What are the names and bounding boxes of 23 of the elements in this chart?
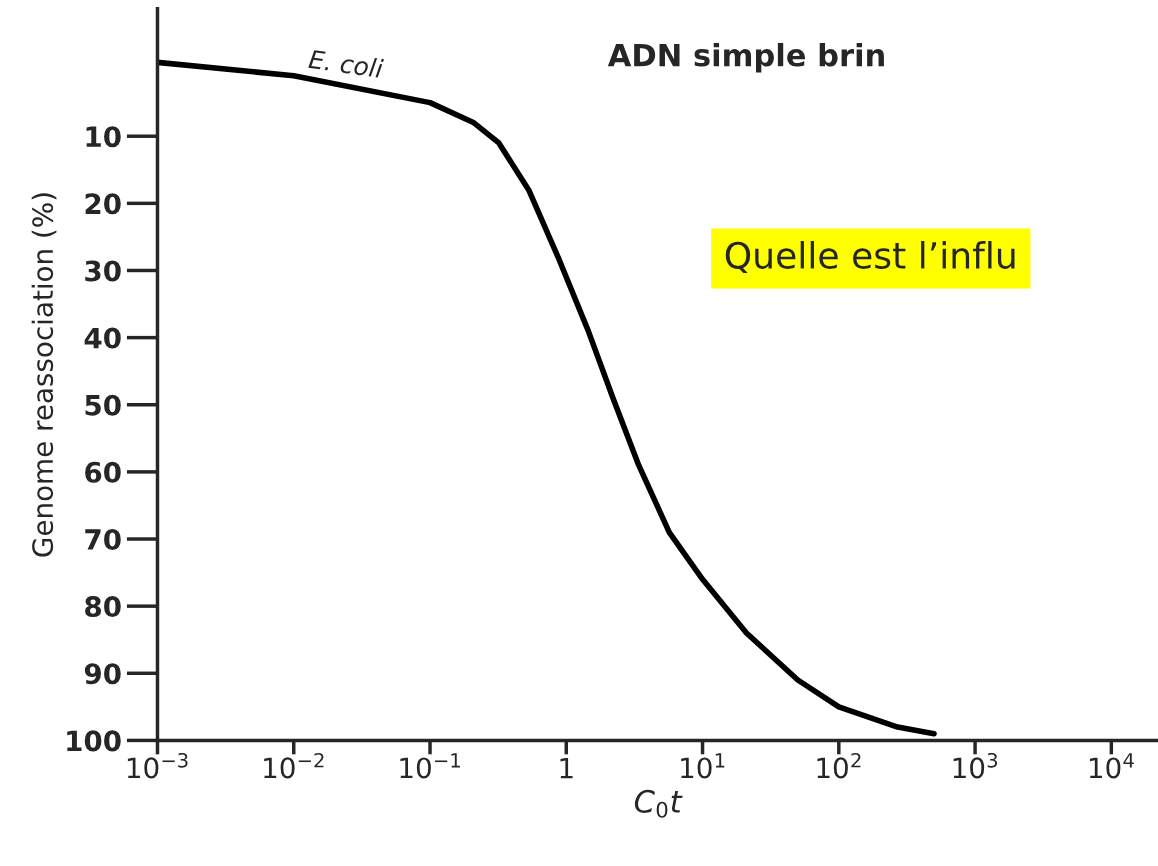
y-tick-label: 50: [85, 394, 121, 416]
x-tick-label: 10$^{3}$: [953, 752, 998, 779]
x-tick-label: 10$^{−1}$: [400, 753, 460, 779]
y-tick-label: 100: [67, 730, 121, 752]
y-tick-label: 80: [85, 596, 121, 618]
x-tick-label: 10$^{−3}$: [127, 752, 188, 779]
y-tick-label: 70: [85, 528, 121, 550]
y-tick-label: 60: [85, 461, 121, 483]
x-tick-label: 1: [560, 757, 573, 779]
y-axis-title: Genome reassociation (%): [31, 193, 57, 557]
y-tick-label: 20: [85, 193, 121, 215]
y-tick-label: 10: [86, 126, 121, 148]
x-tick-label: 10$^{4}$: [1089, 753, 1134, 779]
y-tick-label: 90: [84, 663, 121, 685]
y-tick-label: 40: [84, 327, 121, 349]
x-tick-label: 10$^{2}$: [817, 752, 861, 779]
x-axis-title: C$_{0}$t: [634, 789, 683, 818]
x-tick-label: 10$^{1}$: [681, 753, 725, 779]
annotation: Quelle est l’influ: [725, 241, 1015, 274]
y-tick-label: 30: [85, 260, 121, 282]
annotation: E. coli: [308, 48, 385, 79]
x-tick-label: 10$^{−2}$: [264, 752, 324, 779]
text: ADN simple brin: [607, 42, 884, 73]
